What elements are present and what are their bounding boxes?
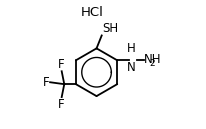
Text: H: H [126, 42, 135, 54]
Text: HCl: HCl [81, 6, 104, 19]
Text: 2: 2 [149, 59, 155, 68]
Text: NH: NH [144, 53, 162, 66]
Text: F: F [43, 76, 50, 89]
Text: F: F [58, 98, 64, 111]
Text: F: F [58, 58, 64, 71]
Text: SH: SH [102, 22, 118, 35]
Text: N: N [126, 61, 135, 74]
